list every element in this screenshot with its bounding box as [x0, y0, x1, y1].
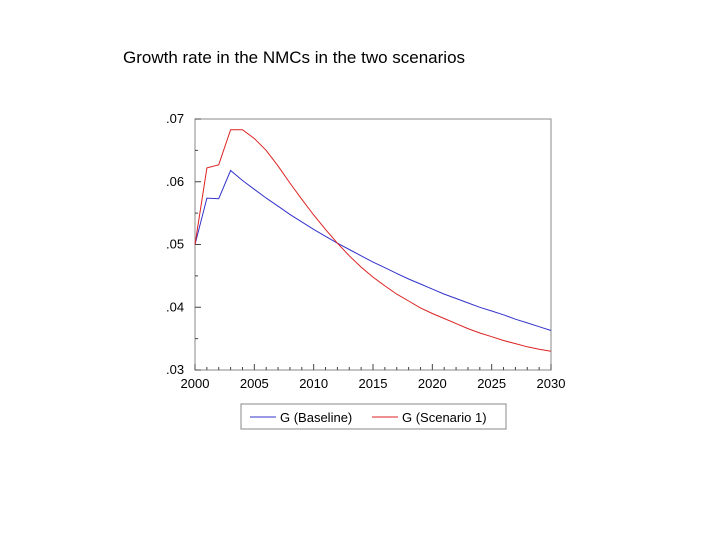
x-tick-label: 2025 [477, 376, 506, 391]
series-line-scenario-1 [194, 129, 552, 352]
x-tick-label: 2020 [418, 376, 447, 391]
x-tick-label: 2000 [181, 376, 210, 391]
y-axis: .03 .04 .05 .06 .07 [166, 111, 201, 377]
x-tick-label: 2005 [240, 376, 269, 391]
x-tick-label: 2010 [299, 376, 328, 391]
x-axis: 2000 2005 2010 2015 2020 2025 2030 [181, 364, 566, 391]
plot-frame [194, 118, 552, 371]
series-lines [194, 129, 552, 352]
x-tick-label: 2015 [359, 376, 388, 391]
x-tick-label: 2030 [537, 376, 566, 391]
y-tick-label: .05 [166, 237, 184, 252]
legend-label: G (Scenario 1) [402, 410, 487, 425]
y-tick-label: .06 [166, 174, 184, 189]
y-tick-label: .03 [166, 362, 184, 377]
legend: G (Baseline) G (Scenario 1) [240, 403, 507, 430]
y-tick-label: .07 [166, 111, 184, 126]
legend-label: G (Baseline) [280, 410, 352, 425]
series-line-baseline [194, 169, 552, 331]
y-tick-label: .04 [166, 299, 184, 314]
page-title: Growth rate in the NMCs in the two scena… [123, 48, 466, 67]
